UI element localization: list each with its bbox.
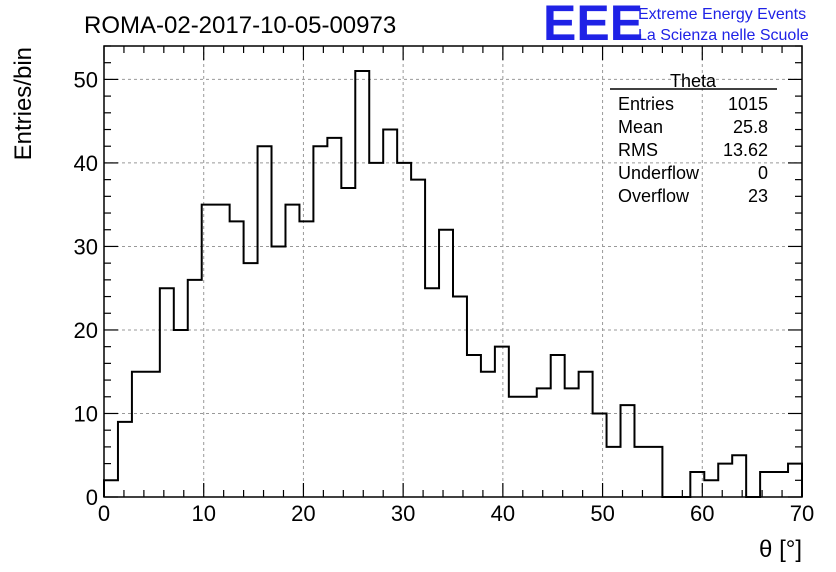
y-tick-label-2: 20	[74, 318, 98, 343]
stats-title: Theta	[670, 71, 717, 91]
stats-value-entries: 1015	[728, 94, 768, 114]
x-tick-label-5: 50	[590, 501, 614, 526]
logo-line-1: Extreme Energy Events	[638, 6, 806, 23]
stats-label-overflow: Overflow	[618, 186, 690, 206]
x-tick-label-2: 20	[291, 501, 315, 526]
y-tick-label-3: 30	[74, 234, 98, 259]
stats-value-mean: 25.8	[733, 117, 768, 137]
chart-title: ROMA-02-2017-10-05-00973	[84, 12, 396, 39]
stats-value-overflow: 23	[748, 186, 768, 206]
y-tick-label-5: 50	[74, 67, 98, 92]
axis-ticks	[103, 45, 803, 498]
stats-label-mean: Mean	[618, 117, 663, 137]
x-tick-label-6: 60	[690, 501, 714, 526]
logo-line-2: La Scienza nelle Scuole	[638, 27, 809, 44]
y-axis-label: Entries/bin	[10, 47, 37, 160]
eee-logo: EEE	[543, 0, 643, 51]
y-tick-label-0: 0	[86, 485, 98, 510]
y-tick-label-4: 40	[74, 151, 98, 176]
stats-label-underflow: Underflow	[618, 163, 700, 183]
stats-value-rms: 13.62	[723, 140, 768, 160]
x-tick-label-3: 30	[391, 501, 415, 526]
y-tick-label-1: 10	[74, 401, 98, 426]
stats-value-underflow: 0	[758, 163, 768, 183]
histogram-line	[103, 70, 803, 498]
stats-box: Theta Entries 1015 Mean 25.8 RMS 13.62 U…	[610, 71, 777, 206]
x-tick-label-0: 0	[98, 501, 110, 526]
stats-label-entries: Entries	[618, 94, 674, 114]
x-tick-labels: 0 10 20 30 40 50 60 70	[98, 501, 814, 526]
y-tick-labels: 0 10 20 30 40 50	[74, 67, 98, 510]
x-tick-label-1: 10	[191, 501, 215, 526]
stats-label-rms: RMS	[618, 140, 658, 160]
x-axis-label: θ [°]	[759, 536, 802, 563]
x-tick-label-4: 40	[491, 501, 515, 526]
x-tick-label-7: 70	[790, 501, 814, 526]
plot-frame	[103, 45, 803, 498]
